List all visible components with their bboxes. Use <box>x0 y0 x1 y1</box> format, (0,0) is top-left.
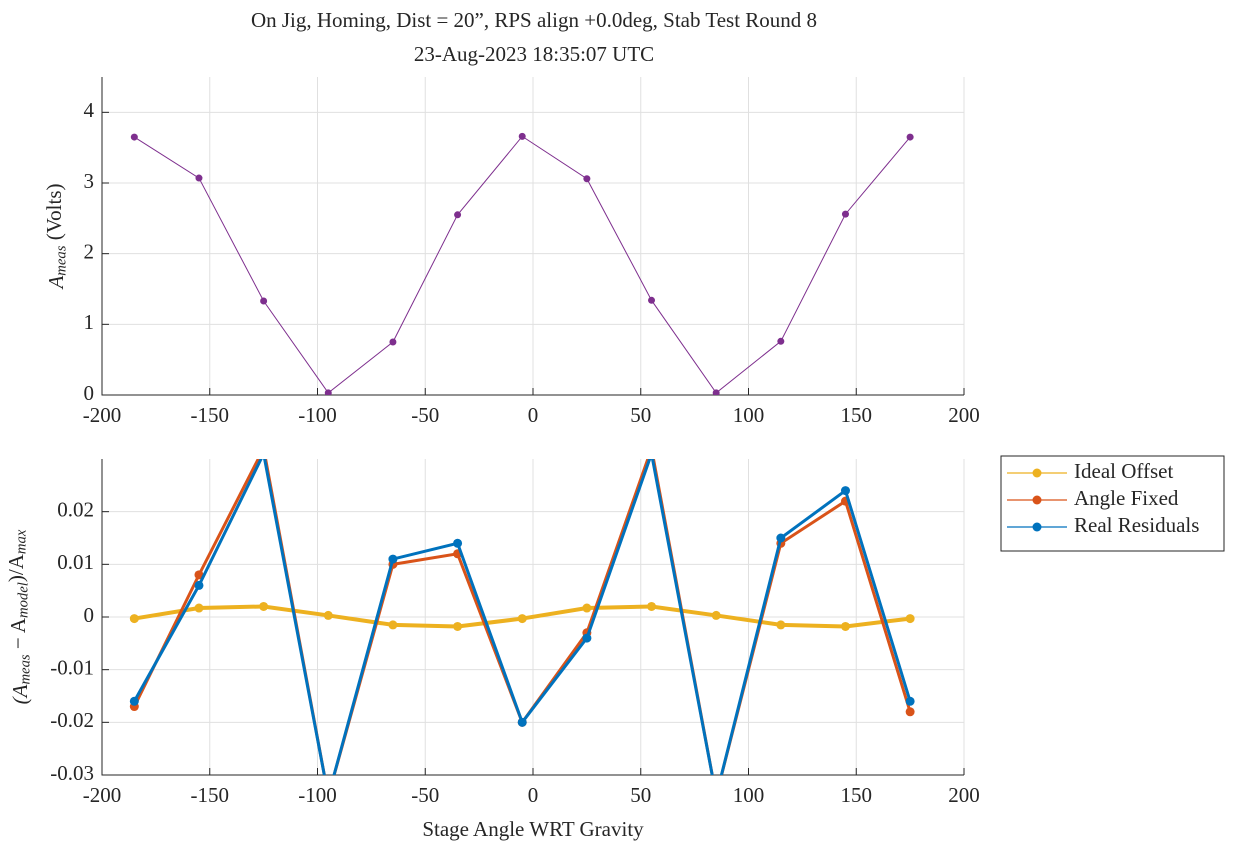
data-point <box>582 603 592 613</box>
y-label-part: − A <box>6 617 30 654</box>
data-point <box>647 601 657 611</box>
legend-marker <box>1032 495 1042 505</box>
x-tick-label: 100 <box>733 403 765 427</box>
x-tick-label: 0 <box>528 783 539 807</box>
x-tick-label: 50 <box>630 403 651 427</box>
y-label-part: meas <box>54 245 70 275</box>
y-tick-label: 0 <box>84 603 95 627</box>
data-point <box>840 621 850 631</box>
data-point <box>905 707 915 717</box>
y-label-part: max <box>14 529 30 554</box>
data-point <box>841 210 849 218</box>
x-tick-label: 150 <box>841 403 873 427</box>
y-tick-label: 0.02 <box>57 497 94 521</box>
data-point <box>648 296 656 304</box>
x-tick-label: -100 <box>298 783 337 807</box>
y-label-part: meas <box>18 654 34 684</box>
data-point <box>259 601 269 611</box>
y-tick-label: -0.02 <box>50 708 94 732</box>
data-point <box>260 297 268 305</box>
data-point <box>195 174 203 182</box>
data-point <box>323 610 333 620</box>
legend-label: Real Residuals <box>1074 513 1199 537</box>
y-tick-label: 1 <box>84 310 95 334</box>
x-tick-label: -150 <box>191 403 230 427</box>
x-tick-label: 150 <box>841 783 873 807</box>
y-label-part: model <box>16 582 32 618</box>
y-tick-label: 4 <box>84 98 95 122</box>
data-point <box>840 486 850 496</box>
data-point <box>389 338 397 346</box>
chart-title: 23-Aug-2023 18:35:07 UTC <box>414 42 654 66</box>
y-label-part: (A <box>8 684 32 704</box>
data-point <box>453 538 463 548</box>
plot-area <box>130 132 914 395</box>
x-tick-label: 50 <box>630 783 651 807</box>
data-point <box>905 614 915 624</box>
data-point <box>711 610 721 620</box>
data-point <box>517 614 527 624</box>
data-point <box>454 211 462 219</box>
x-tick-label: 100 <box>733 783 765 807</box>
data-point <box>776 620 786 630</box>
y-label-part: (Volts) <box>42 183 66 245</box>
y-axis-label: Ameas (Volts) <box>42 183 70 290</box>
x-tick-label: -50 <box>411 403 439 427</box>
x-tick-label: -200 <box>83 783 122 807</box>
data-point <box>583 175 591 183</box>
legend-label: Ideal Offset <box>1074 459 1173 483</box>
y-tick-label: -0.03 <box>50 761 94 785</box>
data-point <box>712 389 720 395</box>
y-tick-label: 0.01 <box>57 550 94 574</box>
data-point <box>324 389 332 395</box>
data-point <box>906 133 914 141</box>
data-point <box>388 554 398 564</box>
x-tick-label: 200 <box>948 783 980 807</box>
data-point <box>517 717 527 727</box>
x-tick-label: -200 <box>83 403 122 427</box>
axis-line <box>101 459 964 776</box>
data-point <box>129 696 139 706</box>
y-tick-label: 2 <box>84 239 95 263</box>
x-tick-label: 200 <box>948 403 980 427</box>
data-point <box>388 620 398 630</box>
data-point <box>905 696 915 706</box>
data-point <box>453 621 463 631</box>
y-tick-label: 3 <box>84 169 95 193</box>
y-label-part: )/A <box>4 553 28 582</box>
axis-line <box>101 77 964 396</box>
data-point <box>194 603 204 613</box>
legend-marker <box>1032 522 1042 532</box>
y-tick-label: -0.01 <box>50 655 94 679</box>
data-point <box>776 533 786 543</box>
data-point <box>582 633 592 643</box>
y-axis-label: (Ameas − Amodel)/Amax <box>4 529 34 704</box>
x-axis-label: Stage Angle WRT Gravity <box>422 817 644 841</box>
y-label-part: A <box>44 276 68 291</box>
data-point <box>194 580 204 590</box>
x-tick-label: -50 <box>411 783 439 807</box>
data-point <box>777 337 785 345</box>
chart-title: On Jig, Homing, Dist = 20”, RPS align +0… <box>251 8 817 32</box>
legend-label: Angle Fixed <box>1074 486 1179 510</box>
data-point <box>194 570 204 580</box>
data-point <box>129 614 139 624</box>
x-tick-label: -150 <box>191 783 230 807</box>
y-tick-label: 0 <box>84 381 95 405</box>
data-point <box>518 132 526 140</box>
x-tick-label: -100 <box>298 403 337 427</box>
plot-area <box>129 459 915 775</box>
legend-marker <box>1032 468 1042 478</box>
data-point <box>130 133 138 141</box>
x-tick-label: 0 <box>528 403 539 427</box>
